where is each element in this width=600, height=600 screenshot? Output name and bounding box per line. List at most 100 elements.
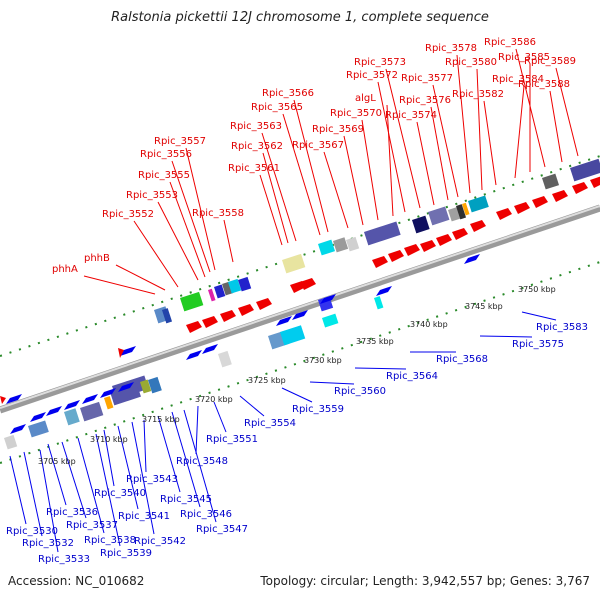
gene-label-rpic-3533[interactable]: Rpic_3533 — [38, 554, 90, 565]
gene-block[interactable] — [218, 350, 232, 368]
gene-label-rpic-3545[interactable]: Rpic_3545 — [160, 494, 212, 505]
gene-label-rpic-3572[interactable]: Rpic_3572 — [346, 70, 398, 81]
gene-label-rpic-3580[interactable]: Rpic_3580 — [445, 57, 497, 68]
reverse-gene-arrow[interactable] — [202, 344, 218, 354]
gene-label-rpic-3583[interactable]: Rpic_3583 — [536, 322, 588, 333]
forward-gene-arrow[interactable] — [388, 250, 404, 262]
forward-gene-arrow[interactable] — [300, 278, 316, 290]
gene-block[interactable] — [237, 276, 252, 292]
gene-block[interactable] — [180, 291, 204, 312]
gene-label-rpic-3563[interactable]: Rpic_3563 — [230, 121, 282, 132]
gene-label-rpic-3573[interactable]: Rpic_3573 — [354, 57, 406, 68]
gene-label-rpic-3539[interactable]: Rpic_3539 — [100, 548, 152, 559]
gene-label-rpic-3584[interactable]: Rpic_3584 — [492, 74, 544, 85]
forward-gene-arrow[interactable] — [452, 228, 468, 240]
gene-label-rpic-3541[interactable]: Rpic_3541 — [118, 511, 170, 522]
gene-label-phhb[interactable]: phhB — [84, 253, 110, 264]
gene-label-rpic-3568[interactable]: Rpic_3568 — [436, 354, 488, 365]
forward-gene-arrow[interactable] — [220, 310, 236, 322]
forward-gene-arrow[interactable] — [420, 240, 436, 252]
gene-label-rpic-3576[interactable]: Rpic_3576 — [399, 95, 451, 106]
gene-label-rpic-3551[interactable]: Rpic_3551 — [206, 434, 258, 445]
forward-gene-arrow[interactable] — [552, 190, 568, 202]
gene-label-rpic-3548[interactable]: Rpic_3548 — [176, 456, 228, 467]
reverse-gene-arrow[interactable] — [464, 254, 480, 264]
reverse-gene-arrow[interactable] — [82, 394, 98, 404]
gene-block[interactable] — [468, 195, 489, 213]
gene-label-rpic-3561[interactable]: Rpic_3561 — [228, 163, 280, 174]
gene-block[interactable] — [412, 215, 430, 234]
gene-label-rpic-3555[interactable]: Rpic_3555 — [138, 170, 190, 181]
gene-label-rpic-3574[interactable]: Rpic_3574 — [385, 110, 437, 121]
gene-block[interactable] — [322, 313, 339, 328]
gene-label-rpic-3536[interactable]: Rpic_3536 — [46, 507, 98, 518]
gene-block[interactable] — [333, 237, 349, 253]
gene-label-rpic-3575[interactable]: Rpic_3575 — [512, 339, 564, 350]
gene-label-algl[interactable]: algL — [355, 93, 376, 104]
gene-block[interactable] — [542, 173, 560, 190]
reverse-gene-arrow[interactable] — [10, 424, 26, 434]
gene-label-rpic-3542[interactable]: Rpic_3542 — [134, 536, 186, 547]
gene-label-rpic-3589[interactable]: Rpic_3589 — [524, 56, 576, 67]
gene-block[interactable] — [318, 239, 336, 256]
gene-block[interactable] — [64, 408, 80, 426]
gene-label-rpic-3538[interactable]: Rpic_3538 — [84, 535, 136, 546]
gene-label-rpic-3553[interactable]: Rpic_3553 — [126, 190, 178, 201]
forward-gene-arrow[interactable] — [372, 256, 388, 268]
gene-label-rpic-3537[interactable]: Rpic_3537 — [66, 520, 118, 531]
gene-label-rpic-3557[interactable]: Rpic_3557 — [154, 136, 206, 147]
gene-block[interactable] — [104, 396, 114, 410]
gene-block[interactable] — [208, 288, 216, 302]
gene-label-rpic-3566[interactable]: Rpic_3566 — [262, 88, 314, 99]
forward-gene-arrow[interactable] — [496, 208, 512, 220]
reverse-gene-arrow[interactable] — [6, 394, 22, 404]
forward-gene-arrow[interactable] — [590, 176, 600, 188]
gene-block[interactable] — [227, 278, 242, 294]
reverse-gene-arrow[interactable] — [186, 350, 202, 360]
forward-gene-arrow[interactable] — [470, 220, 486, 232]
gene-label-rpic-3558[interactable]: Rpic_3558 — [192, 208, 244, 219]
gene-block[interactable] — [147, 376, 162, 394]
gene-label-rpic-3554[interactable]: Rpic_3554 — [244, 418, 296, 429]
reverse-gene-arrow[interactable] — [292, 310, 308, 320]
gene-label-rpic-3586[interactable]: Rpic_3586 — [484, 37, 536, 48]
forward-gene-arrow[interactable] — [532, 196, 548, 208]
gene-label-rpic-3564[interactable]: Rpic_3564 — [386, 371, 438, 382]
gene-label-rpic-3559[interactable]: Rpic_3559 — [292, 404, 344, 415]
gene-block[interactable] — [570, 158, 600, 182]
gene-block[interactable] — [374, 296, 384, 310]
gene-label-rpic-3585[interactable]: Rpic_3585 — [498, 52, 550, 63]
gene-block[interactable] — [109, 383, 141, 406]
gene-block[interactable] — [4, 434, 18, 450]
gene-block[interactable] — [28, 420, 49, 438]
gene-label-rpic-3543[interactable]: Rpic_3543 — [126, 474, 178, 485]
gene-label-rpic-3582[interactable]: Rpic_3582 — [452, 89, 504, 100]
forward-gene-arrow[interactable] — [436, 234, 452, 246]
reverse-gene-arrow[interactable] — [320, 294, 336, 304]
reverse-gene-arrow[interactable] — [120, 346, 136, 356]
reverse-gene-arrow[interactable] — [100, 388, 116, 398]
gene-label-phha[interactable]: phhA — [52, 264, 78, 275]
gene-label-rpic-3562[interactable]: Rpic_3562 — [231, 141, 283, 152]
forward-gene-arrow[interactable] — [118, 348, 124, 358]
forward-gene-arrow[interactable] — [572, 182, 588, 194]
reverse-gene-arrow[interactable] — [30, 412, 46, 422]
gene-label-rpic-3530[interactable]: Rpic_3530 — [6, 526, 58, 537]
gene-label-rpic-3577[interactable]: Rpic_3577 — [401, 73, 453, 84]
gene-label-rpic-3540[interactable]: Rpic_3540 — [94, 488, 146, 499]
forward-gene-arrow[interactable] — [404, 244, 420, 256]
gene-block[interactable] — [364, 221, 401, 246]
gene-block[interactable] — [162, 308, 173, 324]
reverse-gene-arrow[interactable] — [376, 286, 392, 296]
gene-label-rpic-3532[interactable]: Rpic_3532 — [22, 538, 74, 549]
gene-block[interactable] — [456, 204, 467, 220]
forward-gene-arrow[interactable] — [256, 298, 272, 310]
reverse-gene-arrow[interactable] — [118, 382, 134, 392]
reverse-gene-arrow[interactable] — [46, 406, 62, 416]
gene-label-rpic-3588[interactable]: Rpic_3588 — [518, 79, 570, 90]
gene-block[interactable] — [462, 202, 470, 216]
gene-block[interactable] — [346, 236, 360, 252]
gene-label-rpic-3569[interactable]: Rpic_3569 — [312, 124, 364, 135]
forward-gene-arrow[interactable] — [514, 202, 530, 214]
gene-block[interactable] — [139, 379, 152, 394]
